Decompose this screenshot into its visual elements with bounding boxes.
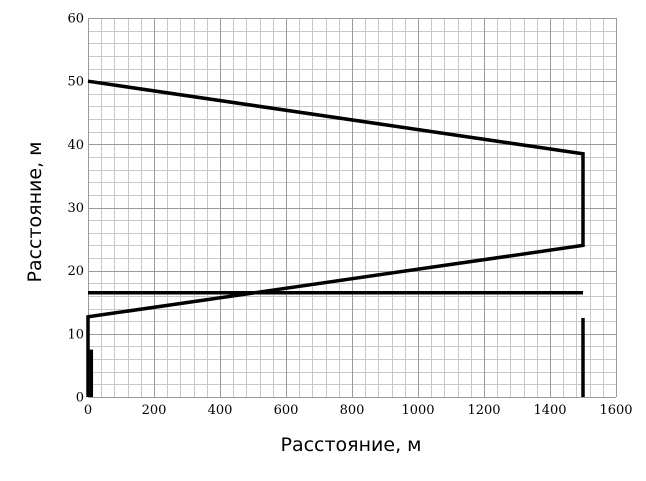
y-tick-label: 60 [67,12,84,27]
y-tick-label: 30 [67,201,84,216]
x-tick-label: 200 [142,403,167,418]
x-tick-label: 800 [340,403,365,418]
x-axis-title: Расстояние, м [281,434,422,456]
x-tick-labels: 0 200 400 600 800 1000 1200 1400 1600 [84,403,633,418]
y-axis-title: Расстояние, м [24,142,46,283]
y-tick-label: 20 [67,264,84,279]
y-tick-label: 10 [67,327,84,342]
series-layer [86,79,585,397]
y-tick-labels: 0 10 20 30 40 50 60 [67,12,84,406]
x-tick-label: 1000 [401,403,434,418]
x-tick-label: 0 [84,403,92,418]
x-tick-label: 1200 [467,403,500,418]
x-tick-label: 600 [274,403,299,418]
y-tick-label: 0 [76,391,84,406]
x-tick-label: 1400 [533,403,566,418]
y-tick-label: 50 [67,75,84,90]
y-tick-label: 40 [67,138,84,153]
x-tick-label: 400 [208,403,233,418]
x-tick-label: 1600 [599,403,632,418]
series-line-1 [86,79,585,397]
